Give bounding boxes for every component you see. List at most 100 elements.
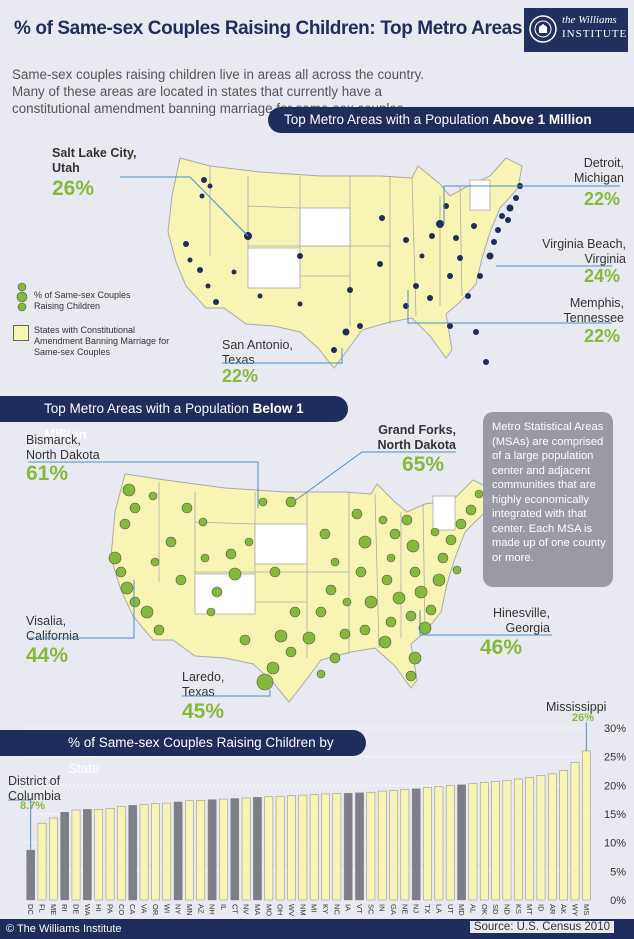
bar-PA	[105, 808, 115, 901]
bar-IL	[219, 798, 228, 901]
bar-HI	[94, 809, 104, 901]
callout-detroit-line2: Michigan	[573, 171, 624, 185]
bar-WV	[287, 795, 296, 901]
bar-MA	[253, 797, 262, 901]
bar-TX	[423, 787, 432, 901]
y-tick-label: 0%	[610, 895, 626, 907]
y-tick-label: 10%	[604, 838, 626, 850]
callout-grand-forks-line2: North Dakota	[377, 438, 456, 452]
x-tick-label: NC	[332, 904, 341, 915]
legend-dots-label: % of Same-sex Couples Raising Children	[34, 290, 131, 312]
legend-states-line3: Same-sex Couples	[34, 347, 111, 357]
dc-annotation: District of Columbia	[8, 774, 61, 804]
section-below-band: Top Metro Areas with a Population Below …	[0, 396, 348, 442]
bar-MI	[309, 794, 319, 901]
bar-NH	[207, 799, 217, 901]
callout-virginia-beach-pct: 24%	[584, 266, 621, 286]
x-tick-label: IA	[344, 904, 353, 911]
callout-visalia-pct: 44%	[26, 644, 69, 667]
callout-hinesville: Hinesville, Georgia	[480, 606, 550, 636]
bar-WY	[570, 762, 580, 901]
legend-state-swatch	[13, 325, 29, 341]
x-tick-label: GA	[389, 904, 398, 915]
section-below-label-bold: Below 1 Million	[44, 401, 304, 442]
x-tick-label: AK	[559, 904, 568, 914]
bar-GA	[389, 790, 398, 901]
x-tick-label: NH	[208, 904, 217, 915]
x-tick-label: MN	[185, 904, 194, 916]
x-tick-label: AR	[548, 904, 557, 915]
page-title: % of Same-sex Couples Raising Children: …	[14, 18, 590, 39]
x-tick-label: KS	[514, 904, 523, 914]
annotation-leader	[8, 799, 32, 851]
bar-SD	[491, 781, 500, 901]
bar-LA	[434, 786, 444, 901]
footer-copyright: © The Williams Institute	[6, 923, 122, 935]
x-tick-label: MD	[457, 904, 466, 916]
x-tick-label: VT	[355, 904, 364, 914]
legend-states-label: States with Constitutional Amendment Ban…	[34, 325, 169, 358]
x-tick-label: TX	[423, 904, 432, 914]
callout-hinesville-line1: Hinesville,	[493, 606, 550, 620]
msa-note-text: Metro Statistical Areas (MSAs) are compr…	[492, 421, 606, 564]
bar-CO	[117, 806, 126, 901]
callout-memphis: Memphis, Tennessee	[512, 296, 624, 326]
ms-annotation: Mississippi	[546, 700, 607, 714]
bar-CA	[128, 805, 138, 901]
callout-visalia-line1: Visalia,	[26, 614, 67, 628]
x-tick-label: SD	[491, 904, 500, 915]
x-tick-label: NV	[242, 904, 251, 914]
section-above-band: Top Metro Areas with a Population Above …	[268, 107, 634, 133]
x-tick-label: OK	[480, 904, 489, 915]
bar-VA	[139, 804, 149, 901]
legend-dots-icon	[16, 282, 28, 312]
bar-WI	[162, 802, 172, 901]
callout-detroit: Detroit, Michigan	[570, 156, 624, 186]
bar-MN	[185, 800, 194, 901]
bar-DC	[26, 849, 36, 901]
bar-SC	[366, 791, 376, 901]
callout-bismarck-line2: North Dakota	[26, 448, 100, 462]
bar-WA	[83, 809, 92, 901]
bar-NY	[173, 801, 183, 901]
bar-IN	[377, 790, 387, 901]
bar-AZ	[196, 799, 206, 901]
bar-NC	[332, 793, 342, 901]
section-state-band: % of Same-sex Couples Raising Children b…	[0, 730, 366, 776]
callout-salt-lake-city: Salt Lake City, Utah	[52, 146, 137, 176]
bar-MS	[581, 750, 591, 901]
leader-lines-above	[120, 176, 620, 364]
x-tick-label: UT	[446, 904, 455, 914]
bar-UT	[445, 785, 455, 901]
x-tick-label: OR	[151, 904, 160, 916]
callout-salt-lake-city-line2: Utah	[52, 161, 80, 175]
callout-salt-lake-city-line1: Salt Lake City,	[52, 146, 137, 160]
x-tick-label: DC	[26, 904, 35, 915]
y-tick-label: 30%	[604, 723, 626, 735]
bar-KS	[513, 778, 523, 901]
callout-grand-forks-pct: 65%	[402, 453, 445, 476]
bar-AR	[547, 773, 557, 901]
leader-lines-below	[28, 451, 552, 697]
x-tick-label: VA	[140, 904, 149, 913]
bar-NV	[241, 797, 251, 901]
bar-ND	[502, 779, 512, 901]
callout-visalia-line2: California	[26, 629, 79, 643]
state-chart-title: % of Same-sex Couples Raising Children b…	[68, 735, 334, 776]
callout-virginia-beach: Virginia Beach, Virginia	[526, 237, 626, 267]
bar-ME	[49, 817, 58, 901]
section-above-label-bold: Above 1 Million	[492, 112, 592, 127]
ms-annotation-value: 26%	[572, 712, 595, 724]
bar-KY	[321, 793, 330, 901]
dc-annotation-line1: District of	[8, 774, 61, 788]
x-tick-label: FL	[38, 904, 47, 913]
section-below-label: Top Metro Areas with a Population	[44, 401, 253, 416]
x-tick-label: MI	[310, 904, 319, 912]
dc-annotation-line2: Columbia	[8, 789, 61, 803]
bar-MD	[457, 784, 466, 901]
bar-OR	[151, 803, 160, 901]
logo-line2: INSTITUTE	[562, 28, 628, 40]
x-tick-label: CO	[117, 904, 126, 915]
bar-OH	[275, 795, 285, 901]
callout-grand-forks-line1: Grand Forks,	[378, 423, 456, 437]
